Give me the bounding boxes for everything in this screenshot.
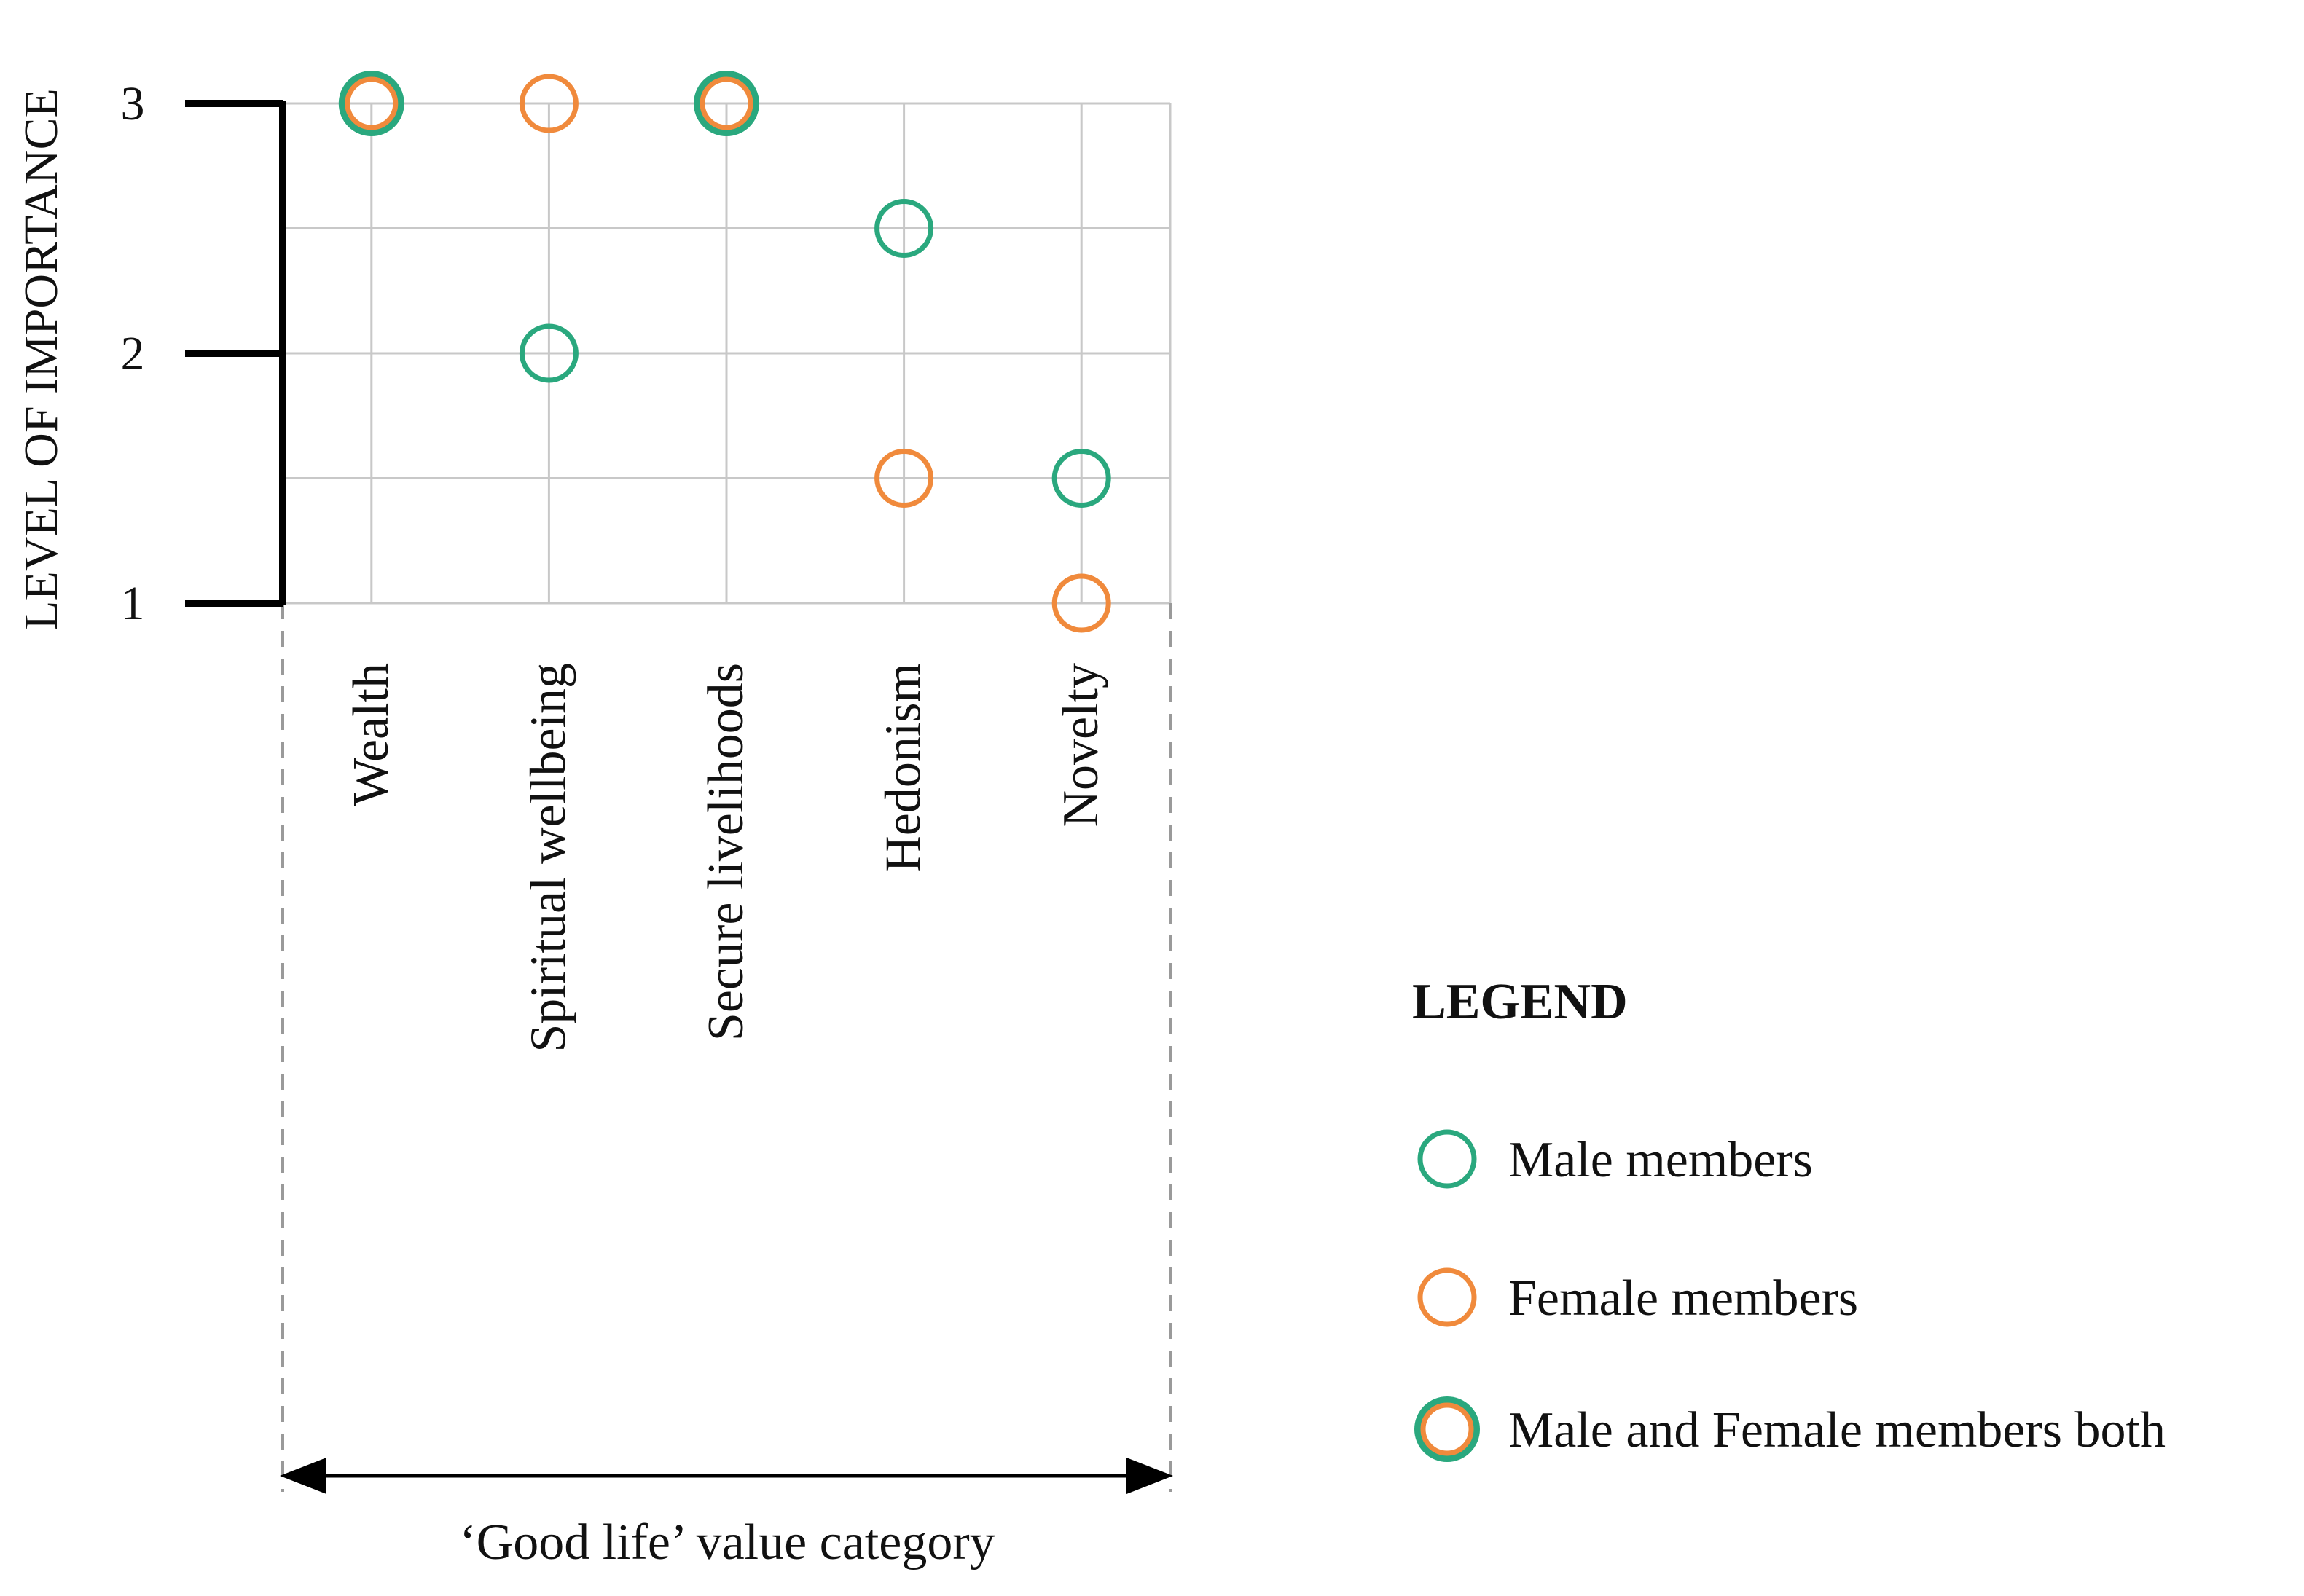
green-circle-icon	[1417, 1129, 1477, 1189]
category-label: Novelty	[1053, 663, 1109, 828]
x-axis-arrow-right-head	[1126, 1458, 1173, 1494]
orange-circle-icon	[1417, 1267, 1477, 1327]
category-label: Secure livelihoods	[698, 663, 754, 1041]
y-tick-label: 3	[121, 77, 145, 130]
legend-items: Male members Female members Male and Femal…	[1414, 1129, 2166, 1462]
category-label: Hedonism	[876, 663, 932, 873]
y-tick-label: 2	[121, 327, 145, 380]
x-axis-arrow-left-head	[280, 1458, 326, 1494]
category-label: Spiritual wellbeing	[520, 663, 576, 1053]
legend-title: LEGEND	[1412, 974, 1628, 1030]
point-both-inner	[345, 76, 399, 130]
y-axis-label: LEVEL OF IMPORTANCE	[15, 88, 68, 630]
green-orange-circle-icon-inner	[1420, 1402, 1474, 1456]
category-label: Wealth	[343, 663, 399, 806]
point-female	[1051, 573, 1111, 633]
plot-frame	[281, 603, 1172, 1492]
point-male	[1051, 449, 1111, 508]
legend-item-label: Male and Female members both	[1508, 1402, 2166, 1458]
plot-grid	[283, 102, 1172, 605]
green-orange-circle-icon	[1414, 1396, 1480, 1462]
y-axis: 1 2 3	[121, 77, 286, 630]
legend-item-label: Male members	[1508, 1132, 1813, 1188]
x-axis-label: ‘Good life’ value category	[459, 1514, 995, 1571]
point-female	[519, 74, 579, 133]
point-female	[874, 449, 934, 508]
point-both-inner	[700, 76, 753, 130]
legend-item-label: Female members	[1508, 1270, 1858, 1326]
point-male	[519, 323, 579, 383]
point-male	[874, 199, 934, 258]
legend: LEGEND Male members Female members Male an…	[1412, 974, 2166, 1462]
data-points	[338, 71, 1111, 633]
category-labels: Wealth Spiritual wellbeing Secure liveliho…	[343, 663, 1109, 1053]
y-tick-label: 1	[121, 577, 145, 630]
point-both-outer	[694, 71, 759, 136]
point-both-outer	[338, 71, 404, 136]
